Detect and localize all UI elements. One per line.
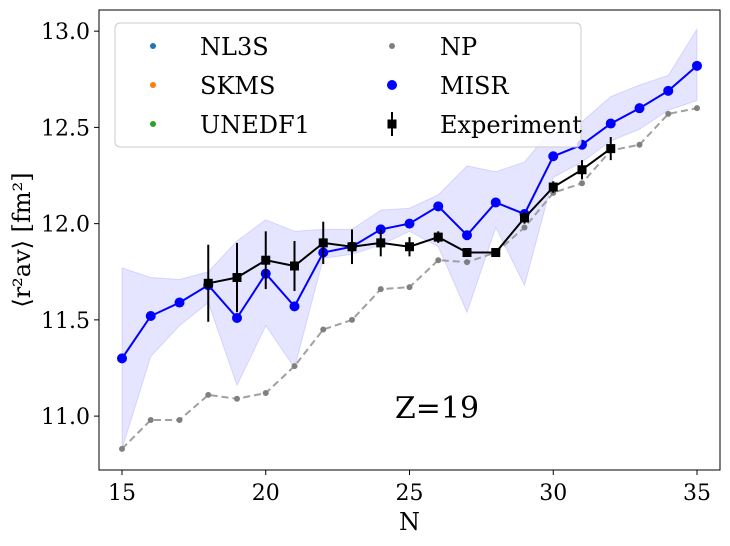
experiment-point [520,213,529,223]
experiment-point [290,261,299,271]
experiment-point [347,242,357,252]
misr-point [692,60,702,71]
experiment-point [577,165,587,175]
experiment-point [491,248,501,258]
experiment-point [405,242,414,252]
np-point [665,110,672,117]
np-point [694,105,700,112]
np-point [234,395,240,402]
legend-marker-unedf1 [150,121,156,127]
misr-point [289,301,300,312]
np-point [464,259,470,266]
misr-point [174,297,185,308]
np-point [521,224,528,231]
legend-box [114,22,582,148]
misr-point [605,118,616,129]
annotation-label: Z=19 [395,391,479,426]
legend-marker-misr [387,80,397,90]
x-tick-label: 15 [108,481,136,506]
np-point [205,391,212,398]
misr-point [663,85,674,96]
np-point [291,363,298,370]
legend: NL3S SKMS UNEDF1 NP MISR Experiment [114,22,582,148]
legend-marker-nl3s [150,43,156,49]
np-point [176,416,183,423]
misr-point [462,230,472,241]
axis-ticks: 15 20 25 30 35 11.0 11.5 12.0 12.5 13.0 [41,20,711,506]
experiment-point [462,248,472,258]
x-tick-label: 30 [539,481,567,506]
np-point [262,390,269,397]
y-tick-label: 11.0 [41,405,90,430]
legend-marker-experiment [387,119,397,129]
y-tick-label: 11.5 [41,309,90,334]
x-tick-label: 25 [396,481,424,506]
experiment-point [203,278,213,288]
misr-point [433,201,444,212]
x-axis-label: N [399,508,420,536]
x-tick-label: 35 [683,481,711,506]
misr-point [404,218,415,229]
legend-label-misr: MISR [440,72,509,100]
np-point [636,141,643,148]
y-tick-label: 13.0 [41,20,90,45]
experiment-point [318,238,328,248]
np-point [349,316,355,323]
legend-marker-skms [150,82,156,88]
legend-label-unedf1: UNEDF1 [200,111,310,139]
np-point [377,286,384,293]
np-point [147,416,154,423]
np-point [579,180,585,187]
experiment-point [606,144,616,154]
np-point [320,326,327,333]
misr-point [117,353,127,364]
experiment-point [548,182,558,192]
misr-point [232,312,242,323]
misr-point [145,311,156,322]
experiment-point [232,273,242,283]
x-tick-label: 20 [252,481,280,506]
y-tick-label: 12.5 [41,116,90,141]
legend-label-nl3s: NL3S [200,33,269,61]
y-tick-label: 12.0 [41,213,90,238]
np-point [406,284,413,291]
misr-point [490,197,501,208]
legend-label-experiment: Experiment [440,111,582,139]
legend-label-skms: SKMS [200,72,275,100]
y-axis-label: ⟨r²av⟩ [fm²] [8,172,36,307]
experiment-point [376,238,386,248]
misr-point [548,151,559,162]
legend-marker-np [389,43,395,49]
np-point [119,445,125,452]
misr-point [634,103,645,114]
legend-label-np: NP [440,33,477,61]
experiment-point [433,232,443,242]
np-point [435,257,442,264]
experiment-point [261,255,271,265]
